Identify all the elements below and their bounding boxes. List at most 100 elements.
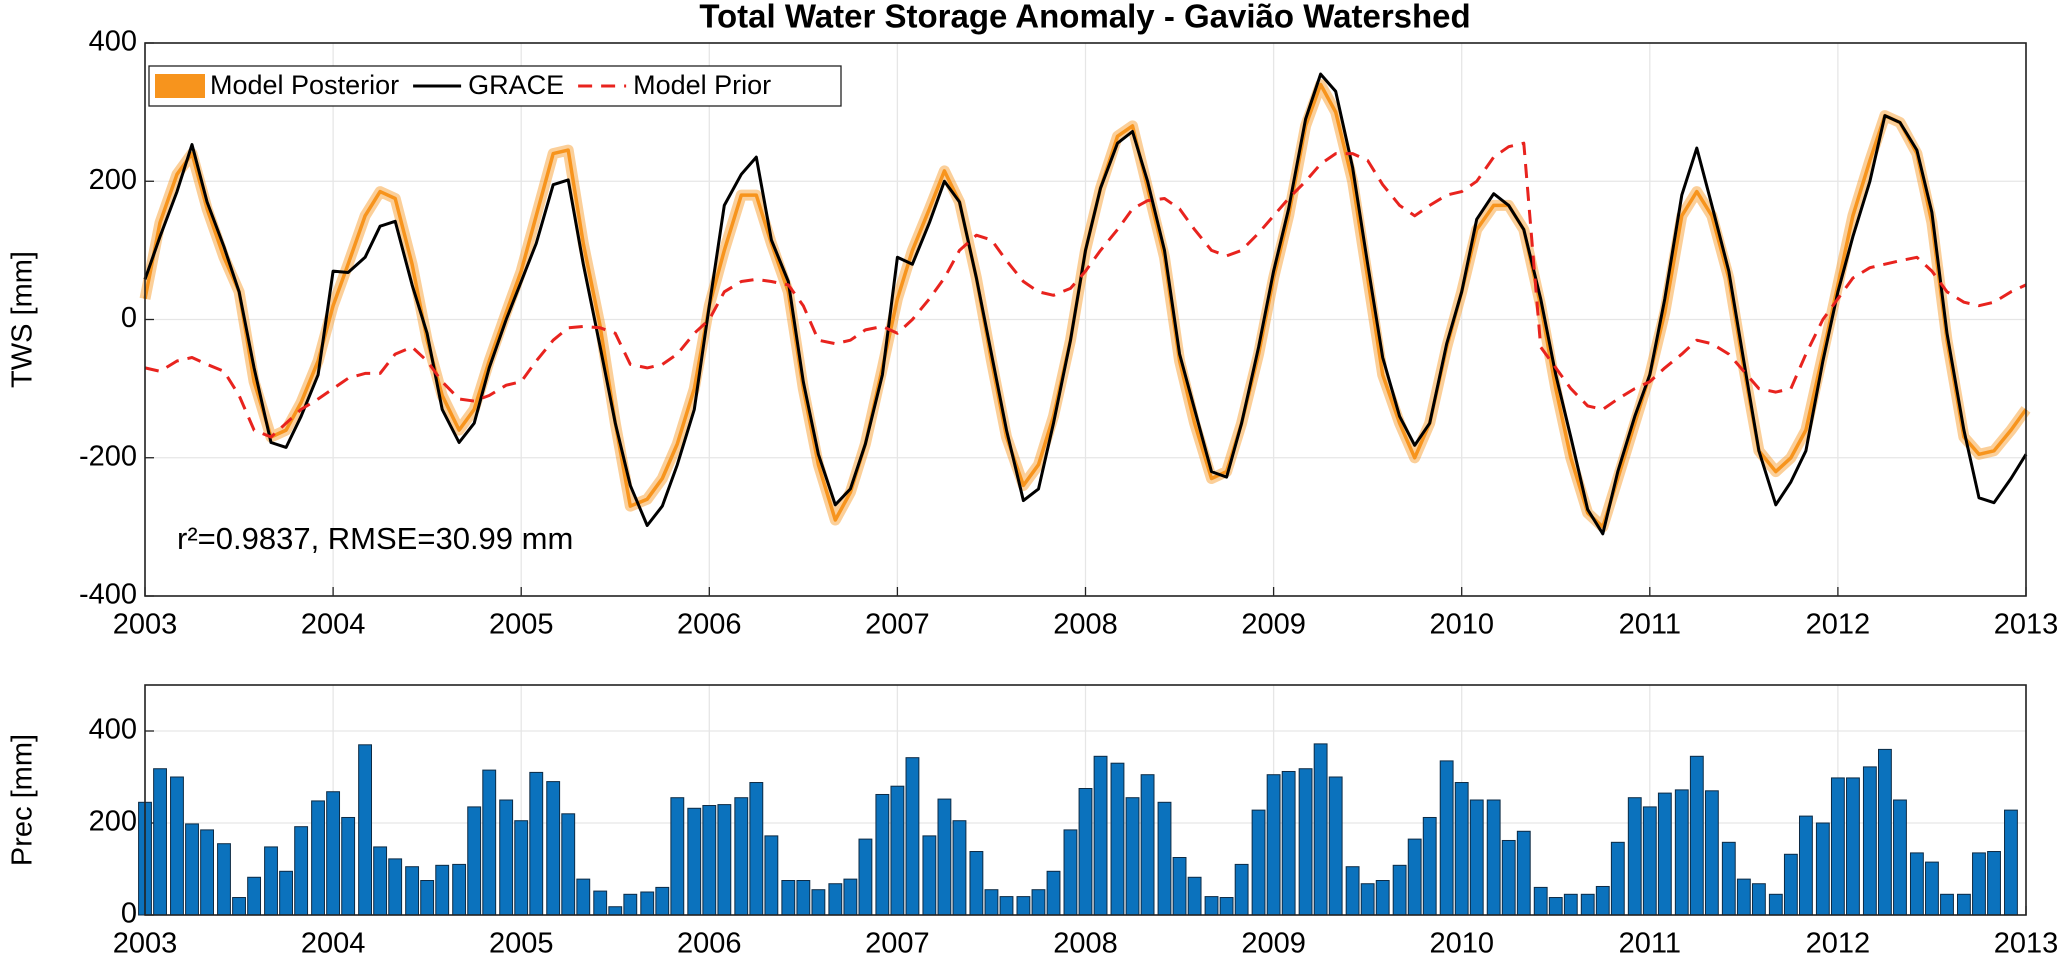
chart-title: Total Water Storage Anomaly - Gavião Wat… <box>699 0 1470 35</box>
bar <box>655 886 670 916</box>
series-line <box>143 72 2028 536</box>
bar <box>608 906 623 916</box>
bar <box>1063 829 1078 916</box>
x-tick-label: 2004 <box>301 609 366 641</box>
bar <box>358 744 373 916</box>
y-axis-label: Prec [mm] <box>7 734 39 866</box>
bar <box>764 835 779 916</box>
bar <box>388 858 403 916</box>
bar <box>1657 792 1672 916</box>
bar <box>1689 755 1704 916</box>
bar <box>1798 815 1813 916</box>
y-tick-label: 400 <box>89 714 137 746</box>
x-tick-label: 2003 <box>113 609 178 641</box>
legend-label: Model Prior <box>633 70 771 100</box>
bar <box>1266 774 1281 916</box>
bar <box>781 880 796 916</box>
x-tick-label: 2010 <box>1429 928 1494 960</box>
x-tick-label: 2006 <box>677 609 742 641</box>
bar <box>952 820 967 916</box>
bar <box>1533 886 1548 916</box>
bar <box>420 880 435 916</box>
x-tick-label: 2009 <box>1241 928 1306 960</box>
bar <box>1251 809 1266 916</box>
bar <box>1610 841 1625 916</box>
axes-box <box>144 684 2027 916</box>
bar <box>1925 861 1939 916</box>
bar <box>405 866 420 916</box>
bar <box>1360 883 1375 916</box>
bar <box>875 793 890 916</box>
bar <box>467 806 482 916</box>
bar <box>1893 799 1907 916</box>
legend: Model Posterior GRACE Model Prior <box>148 65 842 107</box>
bar <box>1940 893 1954 916</box>
bar <box>922 835 937 916</box>
x-tick-label: 2008 <box>1053 609 1118 641</box>
bar <box>546 781 561 916</box>
bar <box>1422 816 1437 916</box>
bar <box>749 782 764 916</box>
bar <box>796 880 811 916</box>
bar <box>969 851 984 916</box>
bar <box>1721 841 1736 916</box>
bar <box>1140 774 1155 916</box>
bar <box>341 816 356 916</box>
bar <box>232 897 246 916</box>
bar <box>1345 866 1360 916</box>
x-tick-label: 2007 <box>865 609 930 641</box>
bar <box>1046 870 1061 916</box>
bar <box>593 890 608 916</box>
bar <box>1093 755 1108 916</box>
x-tick-label: 2011 <box>1619 609 1681 641</box>
bar <box>514 820 529 916</box>
bar <box>811 889 826 916</box>
bar <box>1862 766 1877 916</box>
legend-label: GRACE <box>468 70 564 100</box>
bar <box>452 863 467 916</box>
bar <box>1078 788 1093 916</box>
bar <box>843 878 858 916</box>
bar <box>702 805 717 916</box>
bar <box>1439 760 1454 916</box>
bar <box>217 843 231 916</box>
bar <box>1219 897 1234 916</box>
bar <box>1157 801 1172 916</box>
bar <box>1328 776 1343 916</box>
y-tick-label: 200 <box>89 164 137 196</box>
bar <box>435 864 450 916</box>
legend-swatch <box>155 74 205 98</box>
bar <box>1815 822 1830 916</box>
axes-box <box>144 42 2027 597</box>
x-tick-label: 2012 <box>1806 928 1871 960</box>
y-axis-label: TWS [mm] <box>7 251 39 388</box>
y-tick-label: 0 <box>121 898 137 930</box>
bar <box>279 870 294 916</box>
y-tick-label: -400 <box>79 579 137 611</box>
annotation: r²=0.9837, RMSE=30.99 mm <box>177 521 573 556</box>
bar <box>499 799 514 916</box>
bar <box>1987 851 2001 916</box>
bar <box>1595 885 1610 916</box>
bar <box>482 769 497 916</box>
bar <box>984 889 999 916</box>
bar <box>1016 896 1031 916</box>
bar <box>1281 770 1296 916</box>
bar <box>717 804 732 916</box>
bar <box>937 798 952 916</box>
bar <box>1580 893 1595 916</box>
x-tick-label: 2013 <box>1994 609 2059 641</box>
x-tick-label: 2004 <box>301 928 366 960</box>
x-tick-label: 2012 <box>1806 609 1871 641</box>
bar <box>153 768 167 916</box>
bar <box>1501 839 1516 916</box>
legend-label: Model Posterior <box>210 70 399 100</box>
bar <box>858 838 873 916</box>
bar <box>1234 863 1249 916</box>
bar <box>2004 809 2018 916</box>
x-tick-label: 2005 <box>489 609 554 641</box>
bar <box>1486 799 1501 916</box>
bar <box>1972 852 1986 916</box>
bar <box>1392 864 1407 916</box>
